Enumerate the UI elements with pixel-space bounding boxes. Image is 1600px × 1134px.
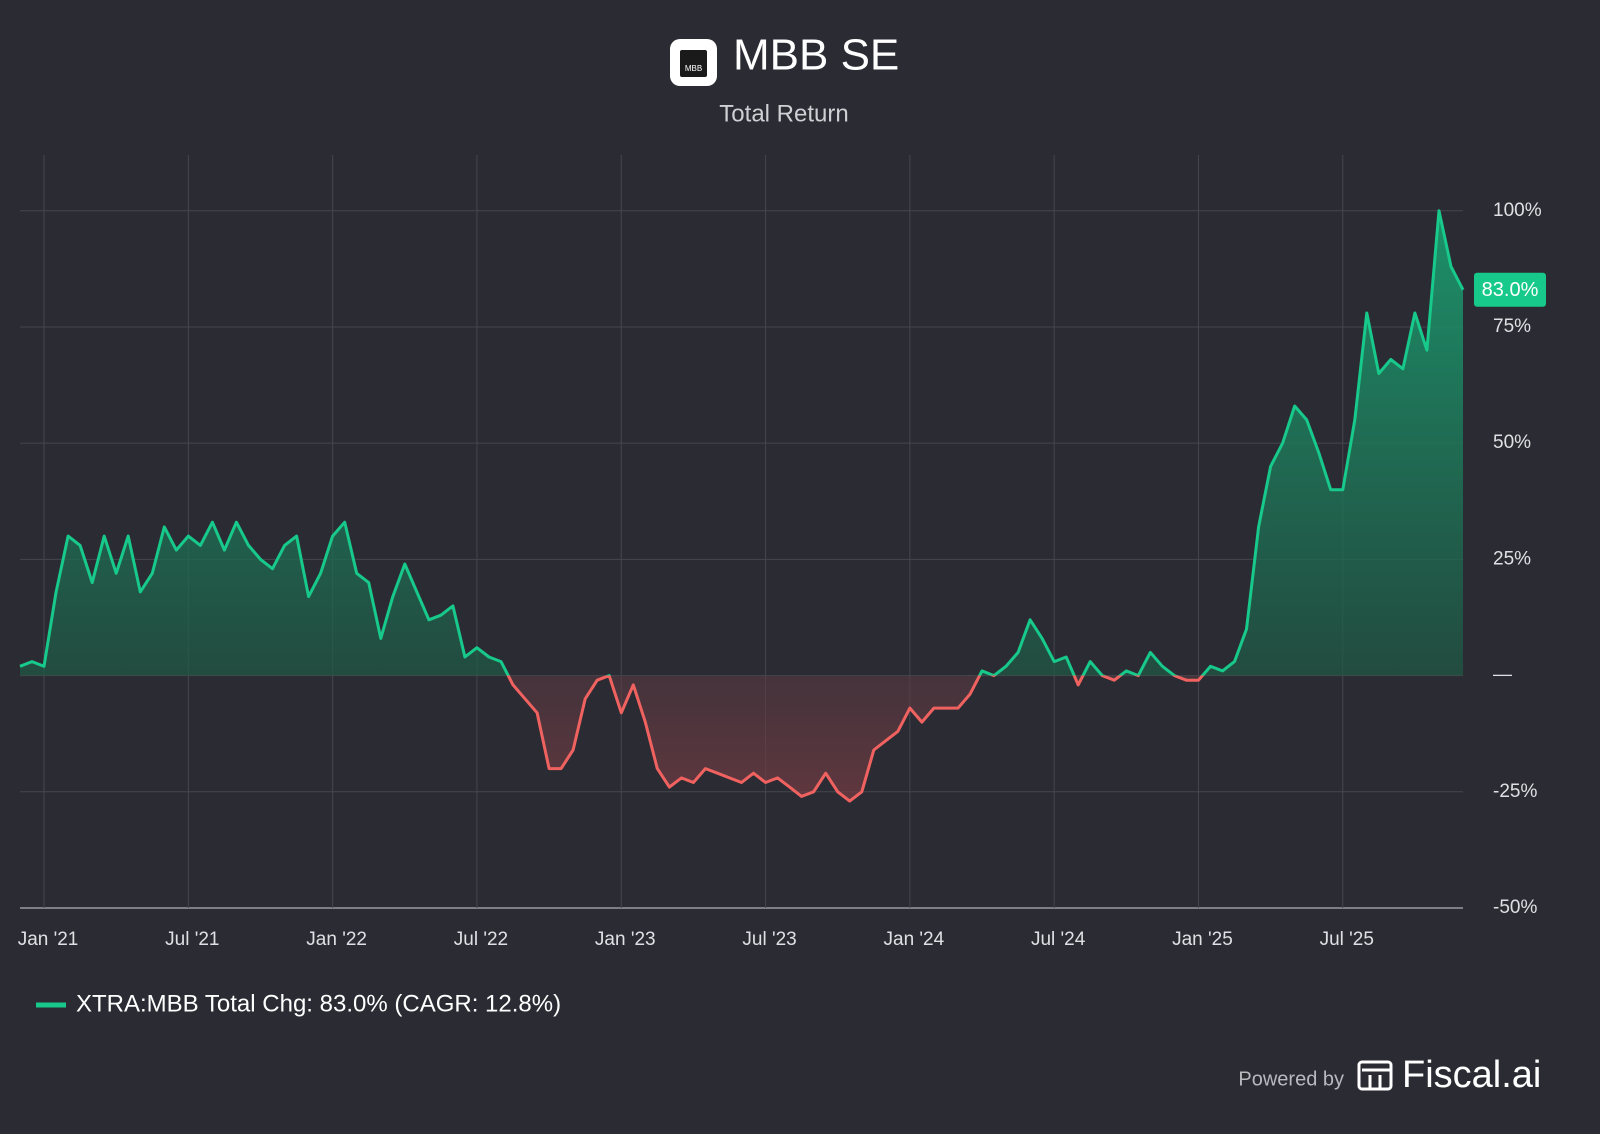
plot: -50% -25% — 25% 50% 75% 100% Jan '21 Jul '21 Jan … xyxy=(18,155,1546,950)
x-tick-label: Jan '25 xyxy=(1172,929,1233,950)
x-tick-label: Jul '21 xyxy=(165,929,219,950)
y-tick-label: 100% xyxy=(1493,200,1542,221)
x-tick-label: Jan '22 xyxy=(306,929,367,950)
logo: MBB xyxy=(670,39,717,86)
x-tick-label: Jan '24 xyxy=(884,929,945,950)
area xyxy=(20,210,1463,802)
x-tick-label: Jul '25 xyxy=(1320,929,1374,950)
y-tick-label: -25% xyxy=(1493,781,1537,802)
y-tick-label: — xyxy=(1493,665,1512,686)
brand: Fiscal.ai xyxy=(1402,1054,1541,1096)
x-tick-label: Jul '24 xyxy=(1031,929,1086,950)
line xyxy=(19,209,1465,803)
x-tick-label: Jul '22 xyxy=(454,929,508,950)
end-badge-label: 83.0% xyxy=(1482,279,1539,301)
powered-by: Powered by xyxy=(1238,1068,1344,1090)
logo-text: MBB xyxy=(685,64,702,73)
x-tick-label: Jul '23 xyxy=(742,929,796,950)
end-badge xyxy=(1474,272,1546,307)
y-tick-label: 50% xyxy=(1493,432,1531,453)
legend-label[interactable]: XTRA:MBB Total Chg: 83.0% (CAGR: 12.8%) xyxy=(76,990,561,1017)
brand-icon xyxy=(1357,1060,1393,1091)
x-tick-label: Jan '23 xyxy=(595,929,656,950)
y-tick-label: 25% xyxy=(1493,548,1531,569)
y-tick-label: -50% xyxy=(1493,897,1537,918)
chart-title: MBB SE xyxy=(733,31,899,80)
logo-inner xyxy=(680,50,707,77)
x-tick-label: Jan '21 xyxy=(18,929,79,950)
chart-subtitle: Total Return xyxy=(719,100,848,127)
y-tick-label: 75% xyxy=(1493,316,1531,337)
